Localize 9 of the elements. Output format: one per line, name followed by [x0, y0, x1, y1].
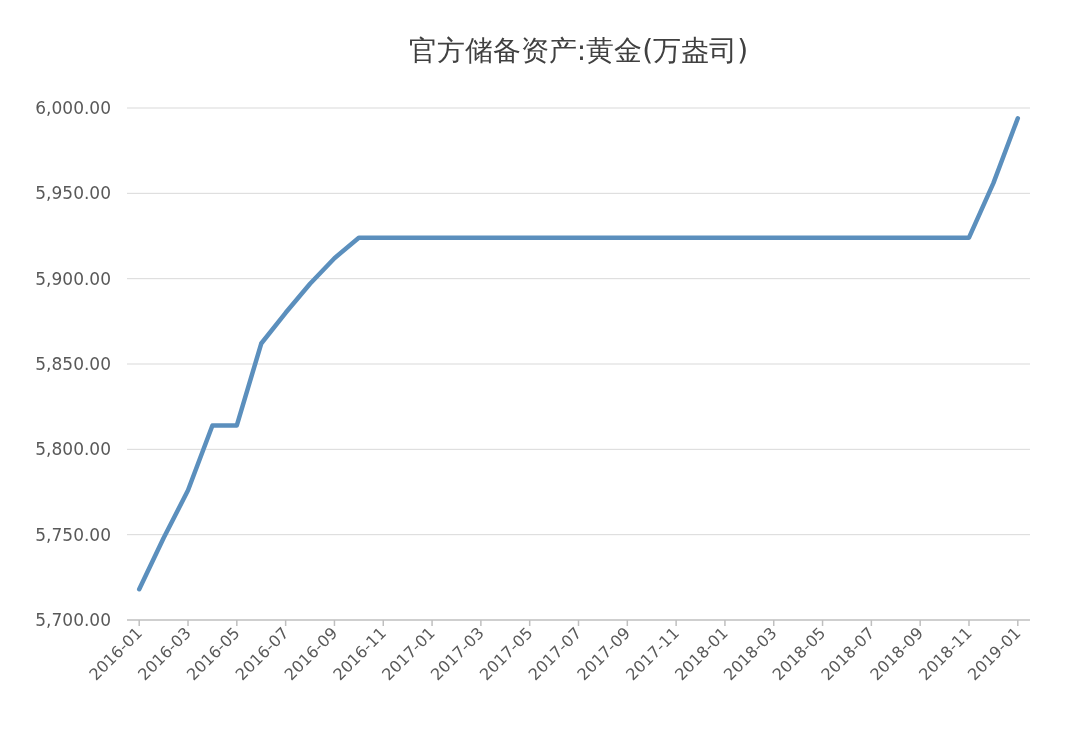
- y-tick-label: 5,800.00: [35, 439, 111, 460]
- chart-title: 官方储备资产:黄金(万盎司): [408, 34, 749, 67]
- y-tick-label: 5,900.00: [35, 268, 111, 289]
- y-tick-label: 5,950.00: [35, 183, 111, 204]
- y-tick-label: 6,000.00: [35, 98, 111, 118]
- line-series: [136, 115, 1021, 592]
- y-tick-label: 5,850.00: [35, 354, 111, 374]
- y-tick-label: 5,700.00: [35, 610, 111, 630]
- y-tick-label: 5,750.00: [35, 524, 111, 545]
